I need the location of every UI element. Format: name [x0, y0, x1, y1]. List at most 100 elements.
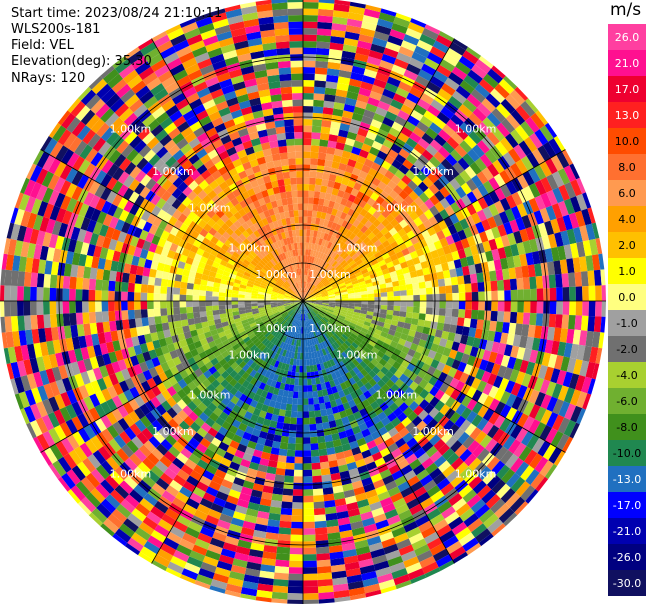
range-gate: [383, 543, 399, 555]
range-gate: [420, 260, 429, 270]
range-gate: [403, 322, 412, 330]
range-gate: [375, 362, 384, 371]
range-gate: [230, 395, 240, 405]
range-gate: [311, 210, 318, 218]
range-gate: [570, 343, 580, 360]
range-gate: [510, 345, 520, 359]
range-gate: [416, 269, 424, 277]
range-gate: [529, 132, 543, 149]
range-gate: [500, 332, 509, 345]
range-gate: [448, 72, 464, 86]
range-gate: [296, 417, 303, 425]
range-gate: [266, 262, 273, 269]
range-gate: [353, 486, 366, 496]
range-gate: [403, 521, 419, 533]
range-gate: [269, 327, 276, 334]
range-gate: [105, 226, 115, 239]
range-gate: [392, 497, 407, 509]
range-gate: [469, 273, 478, 284]
range-gate: [320, 308, 327, 313]
range-gate: [220, 370, 230, 380]
range-gate: [406, 153, 418, 165]
range-gate: [358, 353, 366, 361]
range-gate: [335, 276, 343, 282]
range-gate: [247, 555, 263, 565]
range-gate: [393, 574, 411, 586]
range-gate: [370, 400, 380, 411]
range-gate: [439, 382, 450, 394]
range-gate: [343, 331, 351, 338]
range-gate: [397, 179, 408, 190]
range-gate: [284, 304, 291, 308]
range-gate: [343, 277, 351, 283]
range-gate: [346, 287, 354, 292]
range-gate: [542, 444, 557, 461]
range-gate: [304, 313, 307, 321]
range-gate: [192, 289, 200, 296]
range-gate: [368, 243, 377, 252]
range-gate: [395, 87, 410, 99]
range-gate: [134, 407, 146, 420]
range-gate: [171, 198, 182, 210]
range-gate: [272, 287, 280, 292]
range-gate: [179, 254, 188, 263]
range-gate: [351, 280, 359, 285]
range-gate: [367, 307, 375, 313]
range-gate: [503, 367, 514, 381]
range-gate: [321, 318, 328, 324]
range-gate: [212, 573, 229, 584]
range-gate: [254, 255, 262, 262]
range-gate: [342, 342, 349, 350]
range-gate: [53, 177, 66, 193]
range-gate: [311, 138, 320, 146]
range-gate: [403, 492, 417, 504]
range-gate: [187, 318, 195, 326]
range-gate: [148, 153, 161, 167]
range-gate: [442, 141, 455, 154]
range-gate: [327, 329, 334, 337]
range-gate: [424, 236, 434, 246]
range-gate: [321, 305, 329, 308]
range-gate: [120, 499, 136, 514]
range-gate: [553, 135, 566, 152]
range-gate: [357, 40, 372, 50]
range-gate: [315, 304, 322, 308]
range-gate: [459, 218, 470, 230]
range-gate: [426, 226, 437, 237]
range-gate: [462, 489, 477, 504]
range-gate: [233, 381, 242, 391]
range-gate: [239, 284, 247, 289]
range-gate: [358, 558, 374, 569]
range-gate: [266, 272, 273, 279]
range-gate: [305, 339, 308, 347]
range-gate: [406, 259, 415, 267]
range-gate: [122, 401, 135, 415]
range-gate: [360, 287, 368, 292]
range-gate: [311, 338, 315, 346]
range-gate: [545, 205, 557, 221]
range-gate: [367, 304, 375, 309]
range-gate: [380, 585, 397, 594]
range-gate: [306, 365, 311, 373]
range-gate: [426, 81, 442, 94]
range-gate: [487, 373, 498, 386]
range-gate: [235, 258, 244, 266]
range-gate: [190, 348, 199, 358]
range-gate: [218, 287, 226, 293]
range-gate: [439, 197, 451, 209]
range-gate: [36, 314, 45, 329]
range-gate: [341, 333, 349, 341]
range-gate: [353, 309, 361, 314]
range-gate: [225, 430, 236, 440]
range-gate: [343, 449, 354, 458]
range-gate: [379, 59, 394, 71]
range-gate: [444, 194, 456, 206]
range-gate: [166, 233, 176, 243]
range-gate: [174, 273, 183, 282]
range-gate: [173, 550, 190, 563]
range-gate: [238, 290, 246, 295]
range-gate: [138, 521, 155, 536]
range-gate: [312, 236, 317, 244]
range-gate: [432, 336, 442, 346]
range-gate: [529, 349, 539, 364]
